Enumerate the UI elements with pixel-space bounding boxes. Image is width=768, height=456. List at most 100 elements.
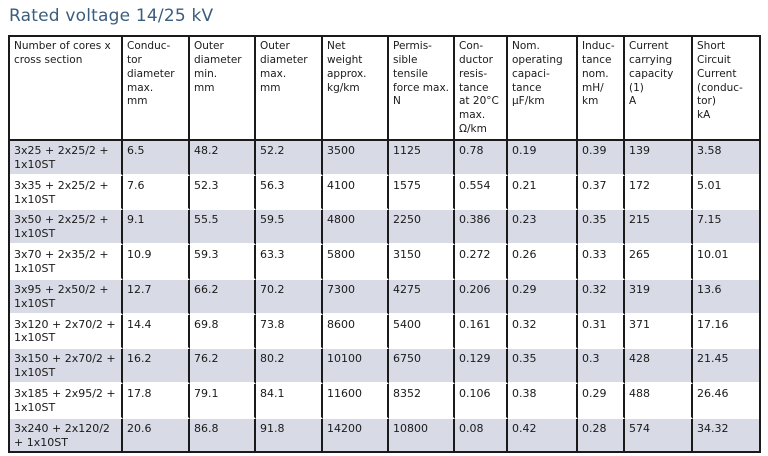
- table-cell: 0.35: [578, 210, 625, 246]
- table-cell: 10.01: [693, 245, 759, 280]
- table-cell: 574: [625, 418, 693, 452]
- column-header: Induc- tance nom. mH/ km: [578, 37, 625, 142]
- table-cell: 91.8: [256, 418, 323, 452]
- table-cell: 428: [625, 349, 693, 385]
- table-cell: 52.2: [256, 141, 323, 176]
- table-cell: 14200: [323, 418, 389, 452]
- table-cell: 0.35: [508, 349, 578, 385]
- table-cell: 4800: [323, 210, 389, 246]
- table-cell: 3x240 + 2x120/2 + 1x10ST: [10, 418, 123, 452]
- table-cell: 6.5: [123, 141, 190, 176]
- table-cell: 16.2: [123, 349, 190, 385]
- table-cell: 3x25 + 2x25/2 + 1x10ST: [10, 141, 123, 176]
- table-cell: 215: [625, 210, 693, 246]
- table-cell: 2250: [389, 210, 455, 246]
- table-cell: 55.5: [190, 210, 256, 246]
- table-cell: 59.5: [256, 210, 323, 246]
- table-cell: 0.39: [578, 141, 625, 176]
- table-cell: 0.29: [508, 279, 578, 315]
- table-cell: 21.45: [693, 349, 759, 385]
- table-cell: 73.8: [256, 314, 323, 350]
- table-cell: 5400: [389, 314, 455, 350]
- table-cell: 3x185 + 2x95/2 + 1x10ST: [10, 384, 123, 419]
- table-cell: 0.21: [508, 175, 578, 211]
- table-cell: 66.2: [190, 279, 256, 315]
- table-cell: 0.26: [508, 245, 578, 280]
- table-cell: 69.8: [190, 314, 256, 350]
- table-cell: 265: [625, 245, 693, 280]
- table-cell: 3x70 + 2x35/2 + 1x10ST: [10, 245, 123, 280]
- table-row: 3x95 + 2x50/2 + 1x10ST 12.7 66.2 70.2 7300 42…: [10, 279, 759, 315]
- table-cell: 371: [625, 314, 693, 350]
- table-body: 3x25 + 2x25/2 + 1x10ST 6.5 48.2 52.2 3500 112…: [10, 141, 759, 452]
- table-cell: 10100: [323, 349, 389, 385]
- table-row: 3x185 + 2x95/2 + 1x10ST 17.8 79.1 84.1 11600…: [10, 384, 759, 419]
- table-cell: 70.2: [256, 279, 323, 315]
- table-cell: 8600: [323, 314, 389, 350]
- column-header: Current carrying capacity (1) A: [625, 37, 693, 142]
- table-cell: 0.23: [508, 210, 578, 246]
- column-header: Conduc- tor diameter max. mm: [123, 37, 190, 142]
- table-cell: 56.3: [256, 175, 323, 211]
- cable-spec-table: Number of cores x cross section Conduc- t…: [8, 35, 761, 454]
- table-cell: 11600: [323, 384, 389, 419]
- column-header: Number of cores x cross section: [10, 37, 123, 142]
- table-cell: 17.16: [693, 315, 759, 350]
- table-cell: 26.46: [693, 384, 759, 419]
- table-cell: 0.42: [508, 418, 578, 452]
- table-cell: 0.554: [455, 175, 508, 211]
- table-cell: 488: [625, 384, 693, 419]
- table-cell: 3150: [389, 245, 455, 280]
- table-cell: 5800: [323, 245, 389, 280]
- table-cell: 1575: [389, 175, 455, 211]
- table-cell: 52.3: [190, 175, 256, 211]
- table-cell: 10.9: [123, 245, 190, 280]
- table-row: 3x120 + 2x70/2 + 1x10ST 14.4 69.8 73.8 8600 5…: [10, 314, 759, 350]
- table-cell: 172: [625, 175, 693, 211]
- table-cell: 0.19: [508, 141, 578, 176]
- table-cell: 0.129: [455, 349, 508, 385]
- table-cell: 10800: [389, 418, 455, 452]
- table-cell: 0.28: [578, 418, 625, 452]
- table-cell: 6750: [389, 349, 455, 385]
- page-title: Rated voltage 14/25 kV: [9, 6, 214, 26]
- column-header: Con- ductor resis- tance at 20°C max. Ω/…: [455, 37, 508, 142]
- column-header: Nom. operating capaci- tance µF/km: [508, 37, 578, 142]
- table-cell: 8352: [389, 384, 455, 419]
- table-cell: 5.01: [693, 176, 759, 211]
- table-cell: 86.8: [190, 418, 256, 452]
- table-cell: 9.1: [123, 210, 190, 246]
- table-cell: 13.6: [693, 279, 759, 315]
- table-cell: 3x95 + 2x50/2 + 1x10ST: [10, 279, 123, 315]
- table-cell: 7.15: [693, 210, 759, 246]
- table-cell: 0.386: [455, 210, 508, 246]
- table-cell: 48.2: [190, 141, 256, 176]
- table-cell: 3x35 + 2x25/2 + 1x10ST: [10, 175, 123, 211]
- table-header-row: Number of cores x cross section Conduc- t…: [10, 37, 759, 142]
- table-cell: 7300: [323, 279, 389, 315]
- table-cell: 0.106: [455, 384, 508, 419]
- table-cell: 0.32: [508, 314, 578, 350]
- table-cell: 139: [625, 141, 693, 176]
- table-cell: 80.2: [256, 349, 323, 385]
- table-row: 3x150 + 2x70/2 + 1x10ST 16.2 76.2 80.2 10100…: [10, 349, 759, 385]
- table-cell: 0.38: [508, 384, 578, 419]
- column-header: Net weight approx. kg/km: [323, 37, 389, 142]
- table-cell: 0.272: [455, 245, 508, 280]
- table-cell: 3x50 + 2x25/2 + 1x10ST: [10, 210, 123, 246]
- table-cell: 0.206: [455, 279, 508, 315]
- table-row: 3x240 + 2x120/2 + 1x10ST 20.6 86.8 91.8 1420…: [10, 418, 759, 452]
- table-cell: 4100: [323, 175, 389, 211]
- table-row: 3x70 + 2x35/2 + 1x10ST 10.9 59.3 63.3 5800 31…: [10, 245, 759, 280]
- table-cell: 0.161: [455, 314, 508, 350]
- table-row: 3x50 + 2x25/2 + 1x10ST 9.1 55.5 59.5 4800 225…: [10, 210, 759, 246]
- table-cell: 63.3: [256, 245, 323, 280]
- table-cell: 0.32: [578, 279, 625, 315]
- table-cell: 3x150 + 2x70/2 + 1x10ST: [10, 349, 123, 385]
- table-cell: 1125: [389, 141, 455, 176]
- table-cell: 76.2: [190, 349, 256, 385]
- table-cell: 0.31: [578, 314, 625, 350]
- table-cell: 34.32: [693, 418, 759, 452]
- column-header: Outer diameter min. mm: [190, 37, 256, 142]
